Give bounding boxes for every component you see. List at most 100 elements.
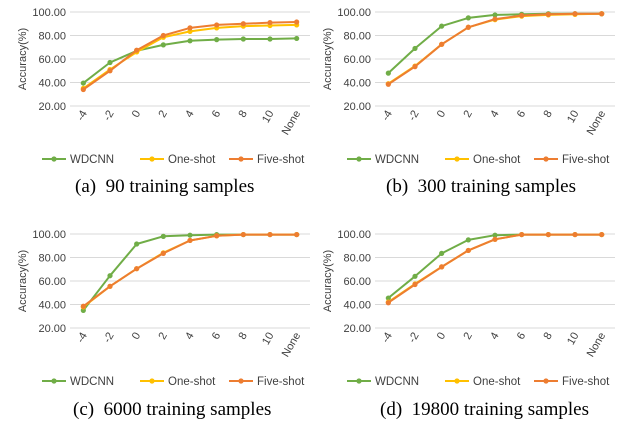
x-tick-label: None xyxy=(280,331,304,360)
x-tick-label: -4 xyxy=(75,331,90,345)
data-point xyxy=(160,32,166,39)
y-tick-label: 60.00 xyxy=(343,276,371,288)
legend-label: One-shot xyxy=(168,376,216,388)
data-point xyxy=(214,22,220,28)
data-point xyxy=(80,86,86,93)
legend-label: Five-shot xyxy=(257,154,305,166)
panel-caption: (d) 19800 training samples xyxy=(380,399,589,420)
series-line-wdcnn xyxy=(82,37,297,84)
data-point xyxy=(412,64,418,70)
legend-marker xyxy=(356,156,362,162)
data-point xyxy=(160,250,166,256)
data-point xyxy=(107,273,113,279)
data-point xyxy=(240,21,246,27)
data-point xyxy=(412,281,418,288)
data-point xyxy=(134,266,140,272)
x-tick-label: 10 xyxy=(565,109,582,126)
legend-marker xyxy=(51,156,57,162)
y-tick-label: 80.00 xyxy=(38,31,66,43)
data-point xyxy=(187,38,193,44)
legend-marker xyxy=(454,378,460,384)
x-tick-label: 0 xyxy=(130,331,143,342)
x-tick-label: 4 xyxy=(183,331,196,342)
series-line-five-shot xyxy=(387,12,602,86)
y-axis-label: Accuracy(%) xyxy=(17,28,29,90)
legend-label: WDCNN xyxy=(70,154,114,166)
y-tick-label: 80.00 xyxy=(38,253,66,265)
data-point xyxy=(385,70,391,76)
y-tick-label: 80.00 xyxy=(343,31,371,43)
legend-label: Five-shot xyxy=(257,376,305,388)
x-tick-label: -2 xyxy=(101,331,116,345)
data-point xyxy=(572,11,578,17)
x-tick-label: 0 xyxy=(435,109,448,120)
data-point xyxy=(160,233,166,239)
x-tick-label: 10 xyxy=(260,331,277,348)
y-axis-label: Accuracy(%) xyxy=(322,28,334,90)
y-tick-label: 100.00 xyxy=(337,229,371,241)
x-tick-label: 0 xyxy=(130,109,143,120)
data-point xyxy=(294,231,300,238)
legend-label: One-shot xyxy=(473,376,521,388)
y-tick-label: 20.00 xyxy=(38,323,66,335)
data-point xyxy=(240,231,246,238)
data-point xyxy=(545,231,551,238)
data-point xyxy=(385,300,391,306)
legend-marker xyxy=(543,378,549,384)
data-point xyxy=(80,80,86,86)
data-point xyxy=(465,237,471,243)
legend-label: One-shot xyxy=(168,154,216,166)
data-point xyxy=(134,47,140,53)
data-point xyxy=(267,19,273,26)
data-point xyxy=(465,15,471,21)
data-point xyxy=(80,303,86,309)
legend-label: One-shot xyxy=(473,154,521,166)
data-point xyxy=(412,273,418,279)
x-tick-label: 10 xyxy=(260,109,277,126)
series-line-wdcnn xyxy=(82,233,297,312)
legend-marker xyxy=(543,156,549,162)
data-point xyxy=(107,59,113,66)
x-tick-label: 6 xyxy=(515,331,528,342)
data-point xyxy=(492,236,498,242)
data-point xyxy=(294,19,300,25)
data-point xyxy=(492,16,498,22)
x-tick-label: 4 xyxy=(488,331,501,342)
data-point xyxy=(187,25,193,31)
series-line-wdcnn xyxy=(387,233,602,299)
data-point xyxy=(160,42,166,48)
data-point xyxy=(412,45,418,52)
y-tick-label: 40.00 xyxy=(38,300,66,312)
data-point xyxy=(107,283,113,289)
data-point xyxy=(267,231,273,238)
y-tick-label: 40.00 xyxy=(343,300,371,312)
data-point xyxy=(439,23,445,29)
y-tick-label: 100.00 xyxy=(337,7,371,19)
y-tick-label: 20.00 xyxy=(343,101,371,113)
y-tick-label: 60.00 xyxy=(343,54,371,66)
x-tick-label: 2 xyxy=(461,109,474,120)
y-tick-label: 100.00 xyxy=(32,229,66,241)
panel-caption: (b) 300 training samples xyxy=(386,176,576,197)
data-point xyxy=(599,11,605,17)
data-point xyxy=(267,36,273,42)
legend-marker xyxy=(238,156,244,162)
y-tick-label: 20.00 xyxy=(38,101,66,113)
x-tick-label: -4 xyxy=(75,109,90,123)
data-point xyxy=(107,68,113,74)
x-tick-label: 4 xyxy=(488,109,501,120)
x-tick-label: 2 xyxy=(156,331,169,342)
x-tick-label: None xyxy=(280,109,304,138)
x-tick-label: 2 xyxy=(156,109,169,120)
x-tick-label: 0 xyxy=(435,331,448,342)
y-axis-label: Accuracy(%) xyxy=(17,250,29,312)
y-tick-label: 40.00 xyxy=(343,78,371,90)
data-point xyxy=(439,41,445,47)
series-line-five-shot xyxy=(387,233,602,304)
data-point xyxy=(385,81,391,87)
legend-label: WDCNN xyxy=(70,376,114,388)
